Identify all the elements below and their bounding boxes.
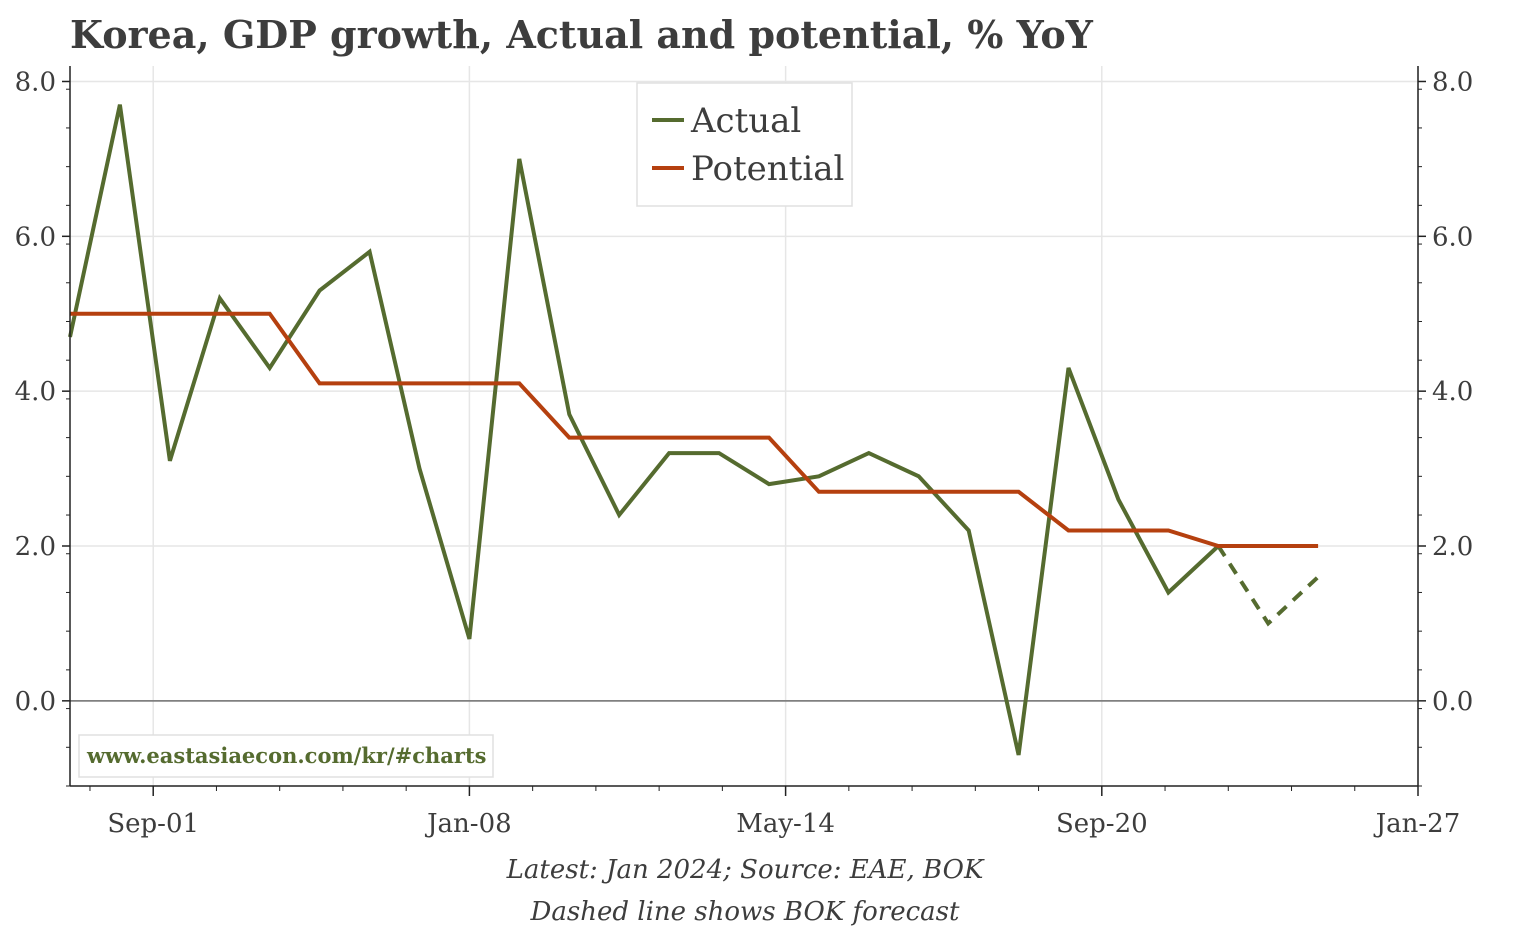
x-tick-label: May-14	[736, 809, 835, 839]
series-line-actual-forecast	[1216, 544, 1320, 627]
x-tick-label: Sep-01	[107, 809, 199, 839]
x-tick-label: Jan-27	[1373, 809, 1461, 839]
watermark-text: www.eastasiaecon.com/kr/#charts	[86, 743, 486, 768]
legend-label-actual: Actual	[690, 101, 801, 141]
y-tick-label-left: 2.0	[15, 532, 56, 562]
legend-box	[636, 82, 853, 207]
series-line-potential	[70, 311, 1319, 548]
y-tick-label-right: 4.0	[1432, 377, 1473, 407]
legend-label-potential: Potential	[691, 149, 844, 189]
watermark-frame	[78, 734, 494, 778]
y-tick-label-right: 6.0	[1432, 222, 1473, 252]
y-tick-label-left: 8.0	[15, 67, 56, 97]
y-tick-label-right: 8.0	[1432, 67, 1473, 97]
x-tick-label: Sep-20	[1056, 809, 1148, 839]
legend: Actual Potential	[636, 82, 853, 207]
series-lines	[68, 104, 1320, 756]
y-tick-label-right: 0.0	[1432, 687, 1473, 717]
x-tick-label: Jan-08	[424, 809, 512, 839]
y-tick-label-right: 2.0	[1432, 532, 1473, 562]
y-tick-label-left: 6.0	[15, 222, 56, 252]
series-line-actual	[68, 104, 1220, 756]
axes: 0.0 0.0 2.0 2.0 4.0 4.0 6.0 6.0 8.0 8.0 Sep-01 Jan-…	[15, 66, 1473, 839]
footnote-source: Latest: Jan 2024; Source: EAE, BOK	[506, 855, 985, 885]
chart-title: Korea, GDP growth, Actual and potential,…	[70, 12, 1094, 57]
watermark-box: www.eastasiaecon.com/kr/#charts	[78, 734, 494, 778]
y-tick-label-left: 0.0	[15, 687, 56, 717]
y-tick-label-left: 4.0	[15, 377, 56, 407]
footnote-forecast: Dashed line shows BOK forecast	[530, 897, 960, 927]
